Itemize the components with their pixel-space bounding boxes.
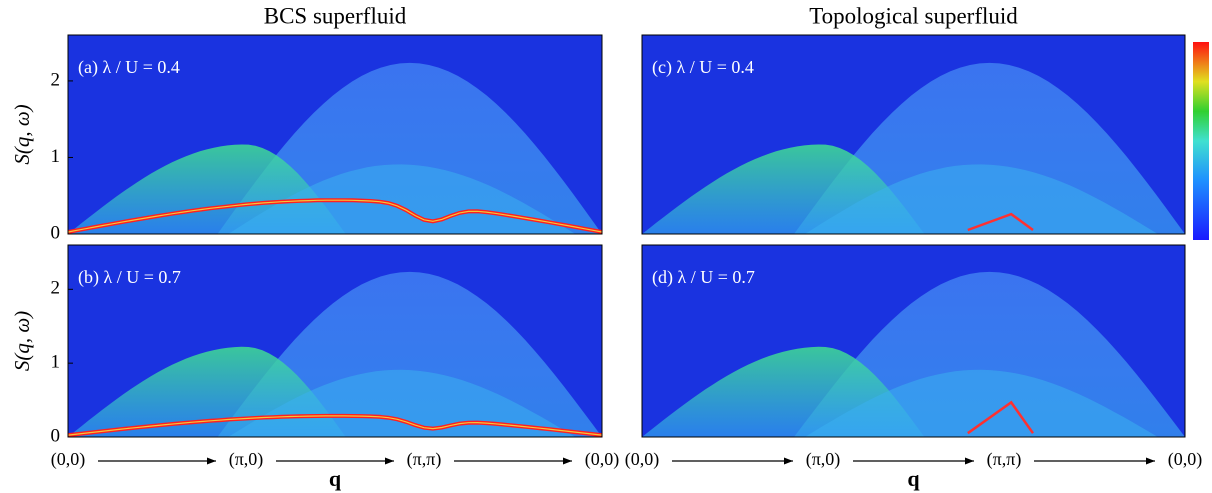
x-tick-label: (0,0): [51, 449, 86, 470]
panel-frame: [67, 244, 603, 438]
y-tick-label: 1: [51, 146, 61, 167]
x-tick-label: (0,0): [585, 449, 620, 470]
heatmap: [642, 35, 1185, 234]
y-tick-label: 1: [51, 352, 61, 373]
spectral-middle: [228, 369, 576, 437]
spectral-middle: [804, 369, 1158, 437]
x-tick-label: (0,0): [625, 449, 660, 470]
column-title: Topological superfluid: [809, 3, 1018, 28]
y-tick-label: 0: [51, 425, 61, 446]
x-tick-label: (π,π): [987, 449, 1022, 470]
x-tick-label: (π,0): [806, 449, 841, 470]
y-tick-label: 0: [51, 222, 61, 243]
panel-frame: [641, 244, 1186, 438]
low-energy-glow: [68, 199, 602, 233]
y-axis-label: S(q, ω): [10, 311, 34, 371]
low-energy-peak: [967, 212, 1034, 232]
x-axis-label: q: [907, 466, 920, 491]
y-tick-label: 2: [51, 278, 61, 299]
arrow-head: [1146, 457, 1155, 465]
heatmap: [68, 35, 602, 234]
y-axis-label: S(q, ω): [10, 104, 34, 164]
arrow-head: [563, 457, 572, 465]
x-tick-label: (0,0): [1168, 449, 1203, 470]
low-energy-glow: [68, 415, 602, 436]
arrow-head: [207, 457, 216, 465]
x-tick-label: (π,π): [407, 449, 442, 470]
heatmap: [68, 245, 602, 437]
panel-label: (d) λ / U = 0.7: [652, 267, 755, 288]
panel-frame: [641, 34, 1186, 235]
spectral-middle: [228, 164, 576, 234]
x-axis-label: q: [329, 466, 342, 491]
panel-frame: [67, 34, 603, 235]
panel-label: (b) λ / U = 0.7: [78, 267, 181, 288]
spectral-middle: [804, 164, 1158, 234]
arrow-head: [385, 457, 394, 465]
low-energy-peak: [967, 400, 1035, 435]
x-tick-label: (π,0): [229, 449, 264, 470]
colorbar: [1193, 42, 1209, 240]
y-tick-label: 2: [51, 69, 61, 90]
panel-label: (c) λ / U = 0.4: [652, 57, 754, 78]
panel-label: (a) λ / U = 0.4: [78, 57, 180, 78]
arrow-head: [965, 457, 974, 465]
arrow-head: [784, 457, 793, 465]
heatmap: [642, 245, 1185, 437]
column-title: BCS superfluid: [264, 3, 407, 28]
